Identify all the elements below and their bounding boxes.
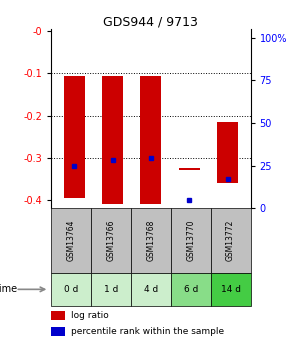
Bar [171,273,211,306]
Bar [51,327,65,336]
Text: 1 d: 1 d [104,285,118,294]
Title: GDS944 / 9713: GDS944 / 9713 [103,15,198,28]
Text: 6 d: 6 d [183,285,198,294]
Bar [131,273,171,306]
Bar [51,311,65,320]
Bar [140,76,161,204]
Text: GSM13766: GSM13766 [107,220,115,262]
Text: GSM13772: GSM13772 [226,220,235,261]
Bar [171,208,211,273]
Bar [211,208,251,273]
Text: percentile rank within the sample: percentile rank within the sample [71,327,224,336]
Bar [131,208,171,273]
Bar [51,208,91,273]
Text: GSM13770: GSM13770 [186,220,195,262]
Bar [51,273,91,306]
Text: 4 d: 4 d [144,285,158,294]
Text: 0 d: 0 d [64,285,79,294]
Text: GSM13764: GSM13764 [67,220,76,262]
Text: log ratio: log ratio [71,311,109,320]
Bar [64,76,85,198]
Text: GSM13768: GSM13768 [146,220,155,261]
Bar [102,76,123,204]
Bar [91,208,131,273]
Text: 14 d: 14 d [221,285,241,294]
Bar [91,273,131,306]
Text: time: time [0,284,18,294]
Bar [211,273,251,306]
Bar [179,168,200,170]
Bar [217,122,238,183]
